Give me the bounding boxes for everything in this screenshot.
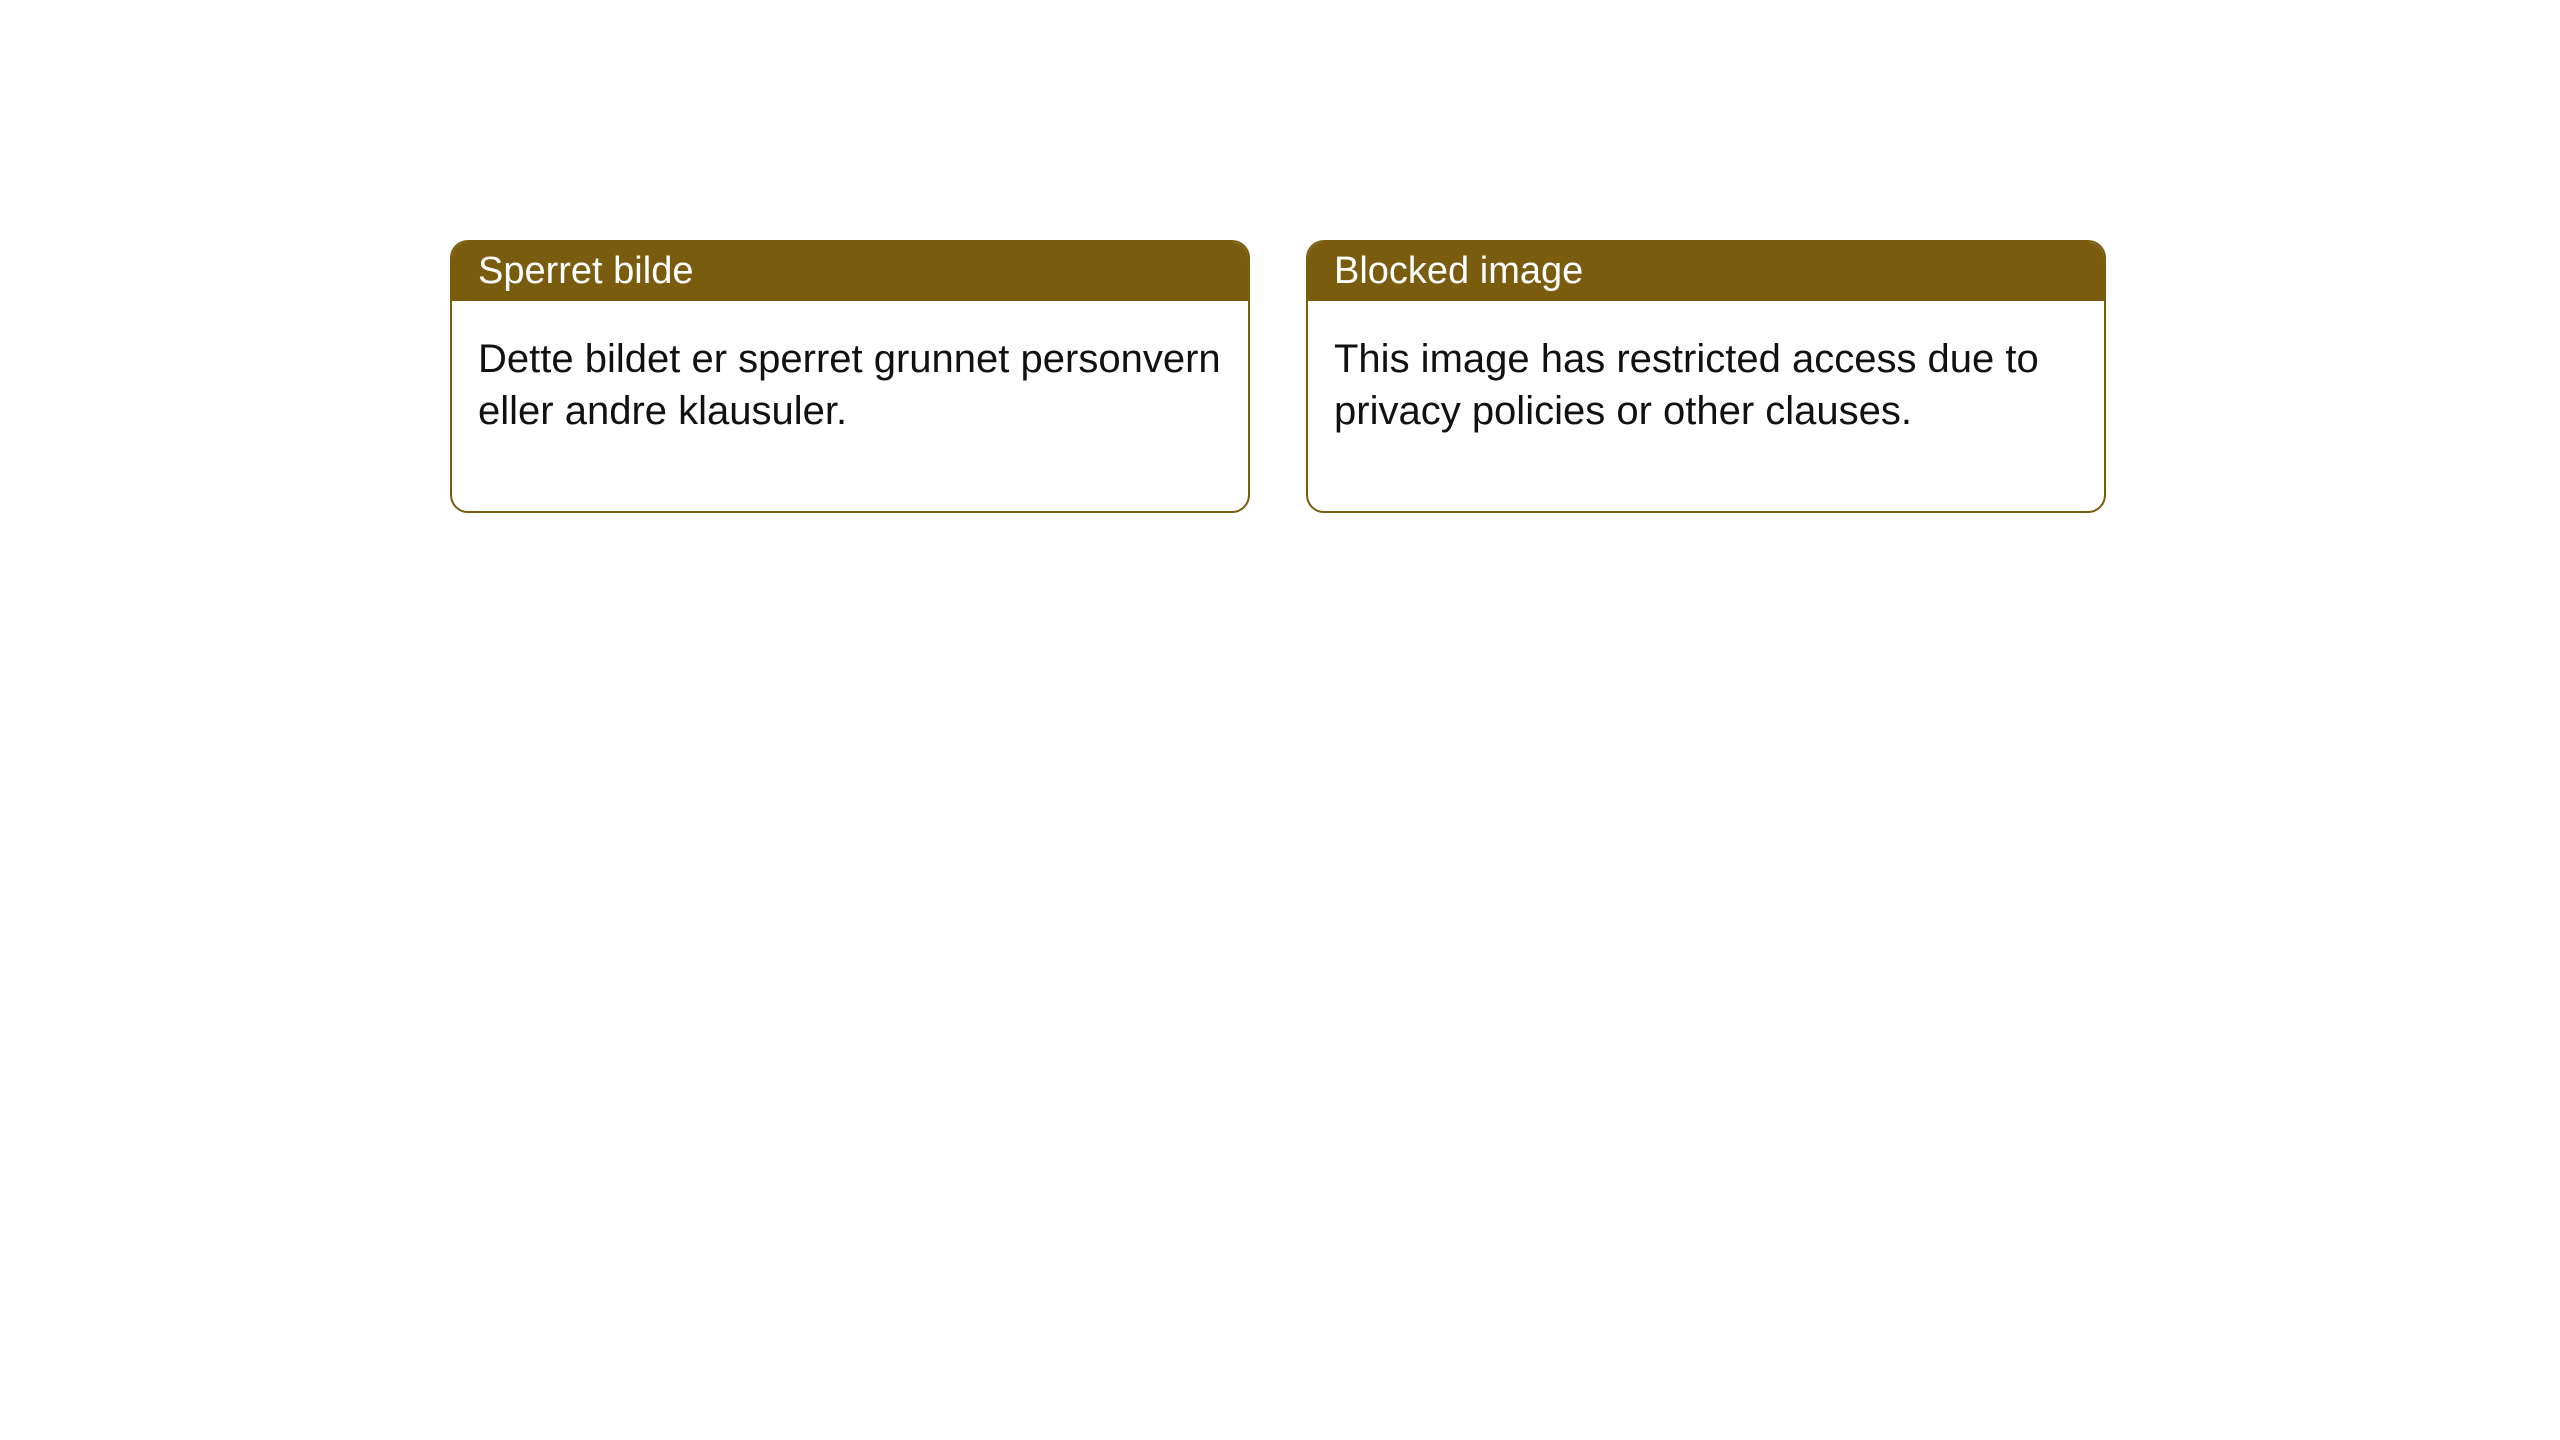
card-body: Dette bildet er sperret grunnet personve… (452, 301, 1248, 511)
card-text: Dette bildet er sperret grunnet personve… (478, 337, 1221, 433)
card-header: Blocked image (1308, 242, 2104, 301)
notice-cards-container: Sperret bilde Dette bildet er sperret gr… (450, 240, 2106, 513)
card-title: Sperret bilde (478, 250, 693, 292)
card-title: Blocked image (1334, 250, 1583, 292)
notice-card-english: Blocked image This image has restricted … (1306, 240, 2106, 513)
card-text: This image has restricted access due to … (1334, 337, 2039, 433)
card-header: Sperret bilde (452, 242, 1248, 301)
card-body: This image has restricted access due to … (1308, 301, 2104, 511)
notice-card-norwegian: Sperret bilde Dette bildet er sperret gr… (450, 240, 1250, 513)
